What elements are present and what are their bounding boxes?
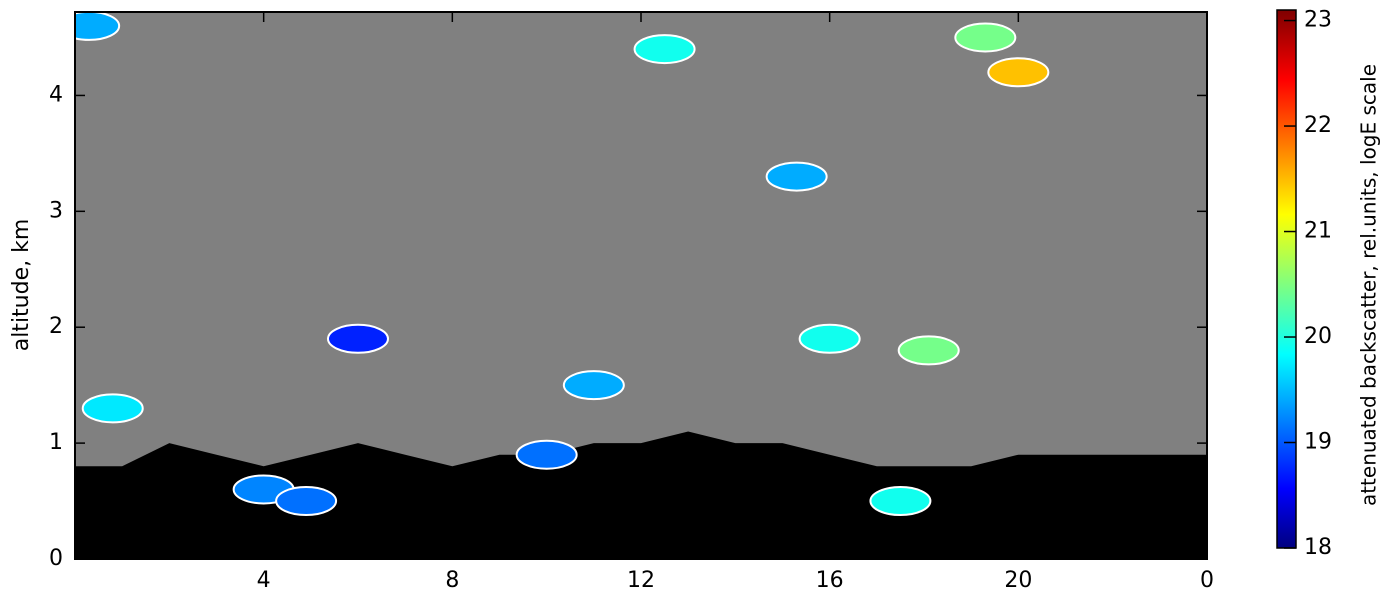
cloud-patch bbox=[75, 12, 121, 41]
cloud-patch bbox=[869, 486, 932, 517]
colorbar-tick-label: 20 bbox=[1304, 324, 1332, 349]
cloud-patch bbox=[987, 57, 1050, 88]
colorbar-label: attenuated backscatter, rel.units, logE … bbox=[1357, 64, 1381, 506]
cloud-patch bbox=[954, 22, 1017, 53]
colorbar bbox=[1276, 9, 1297, 549]
y-axis-label: altitude, km bbox=[9, 219, 34, 352]
x-tick-label: 8 bbox=[445, 568, 459, 593]
y-tick-label: 4 bbox=[49, 82, 63, 107]
cloud-patch bbox=[798, 323, 861, 354]
cloud-patch bbox=[765, 161, 828, 192]
cloud-patch bbox=[515, 439, 578, 470]
colorbar-tick-label: 18 bbox=[1304, 535, 1332, 560]
colorbar-tick-label: 22 bbox=[1304, 113, 1332, 138]
colorbar-tick-label: 21 bbox=[1304, 219, 1332, 244]
cloud-patch bbox=[562, 370, 625, 401]
x-tick-label: 16 bbox=[816, 568, 844, 593]
colorbar-tick-label: 23 bbox=[1304, 8, 1332, 33]
y-tick-label: 0 bbox=[49, 546, 63, 571]
x-tick-label: 0 bbox=[1200, 568, 1214, 593]
cloud-patch bbox=[81, 393, 144, 424]
cloud-patch bbox=[275, 486, 338, 517]
x-tick-label: 12 bbox=[627, 568, 655, 593]
y-tick-label: 2 bbox=[49, 314, 63, 339]
x-tick-label: 4 bbox=[257, 568, 271, 593]
y-tick-label: 3 bbox=[49, 198, 63, 223]
boundary-layer bbox=[75, 431, 1207, 559]
cloud-patch bbox=[633, 34, 696, 65]
cloud-patch bbox=[327, 323, 389, 354]
colorbar-tick-label: 19 bbox=[1304, 430, 1332, 455]
cloud-patch bbox=[897, 335, 960, 366]
x-tick-label: 20 bbox=[1004, 568, 1032, 593]
y-tick-label: 1 bbox=[49, 430, 63, 455]
